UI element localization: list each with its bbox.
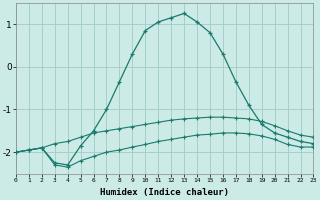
X-axis label: Humidex (Indice chaleur): Humidex (Indice chaleur) [100, 188, 229, 197]
